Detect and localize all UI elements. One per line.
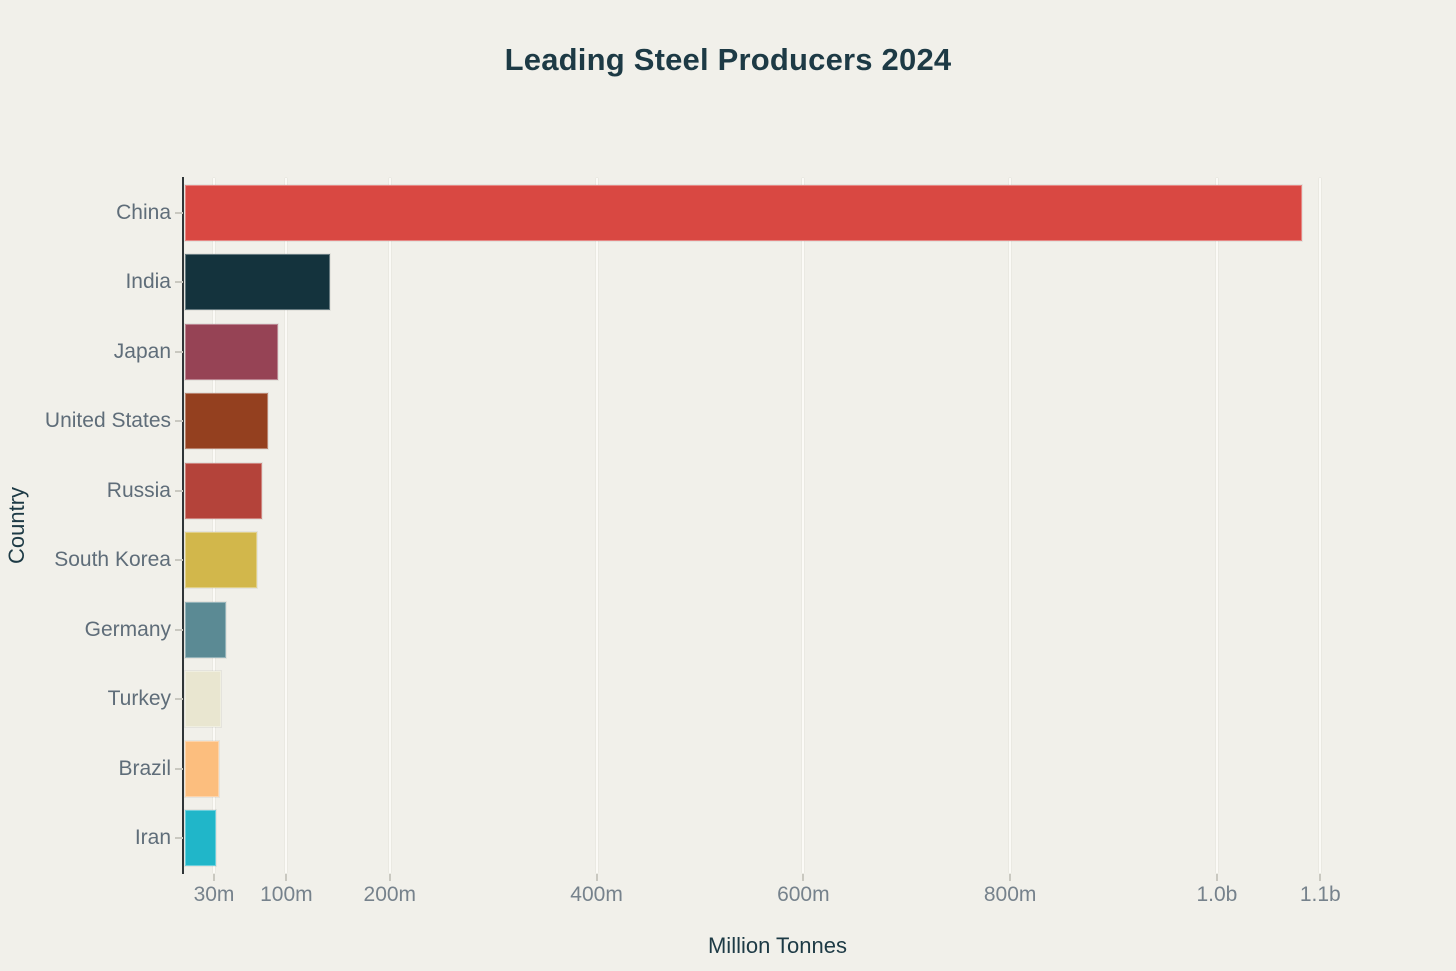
gridline-200m bbox=[388, 178, 391, 873]
y-label-brazil: Brazil bbox=[118, 756, 171, 780]
y-tick-germany bbox=[175, 628, 183, 631]
gridline-1-0b bbox=[1215, 178, 1218, 873]
y-label-south-korea: South Korea bbox=[54, 548, 171, 572]
x-tick-label-800m: 800m bbox=[983, 883, 1037, 906]
gridline-600m bbox=[802, 178, 805, 873]
bar-brazil bbox=[185, 740, 220, 797]
y-label-turkey: Turkey bbox=[107, 687, 171, 711]
x-tick-label-200m: 200m bbox=[363, 883, 417, 906]
y-tick-brazil bbox=[175, 767, 183, 770]
y-tick-japan bbox=[175, 350, 183, 353]
gridline-400m bbox=[595, 178, 598, 873]
chart-title: Leading Steel Producers 2024 bbox=[504, 42, 952, 77]
x-tick-600m bbox=[802, 874, 805, 881]
x-tick-200m bbox=[388, 874, 391, 881]
gridline-100m bbox=[285, 178, 288, 873]
y-label-india: India bbox=[125, 270, 171, 294]
y-tick-south-korea bbox=[175, 559, 183, 562]
y-axis-line bbox=[182, 177, 184, 874]
x-tick-400m bbox=[595, 874, 598, 881]
x-tick-1-0b bbox=[1215, 874, 1218, 881]
x-tick-label-100m: 100m bbox=[260, 883, 313, 906]
gridline-1-1b bbox=[1319, 178, 1322, 873]
y-label-china: China bbox=[116, 200, 171, 224]
y-label-russia: Russia bbox=[106, 478, 171, 502]
plot-area bbox=[183, 178, 1372, 873]
x-tick-label-600m: 600m bbox=[777, 883, 830, 906]
bar-india bbox=[185, 254, 330, 311]
y-tick-china bbox=[175, 211, 183, 214]
y-label-germany: Germany bbox=[84, 617, 171, 641]
y-tick-russia bbox=[175, 489, 183, 492]
y-tick-united-states bbox=[175, 420, 183, 423]
x-axis-title: Million Tonnes bbox=[707, 933, 847, 958]
x-tick-100m bbox=[285, 874, 288, 881]
gridline-800m bbox=[1009, 178, 1012, 873]
x-tick-label-400m: 400m bbox=[570, 883, 623, 906]
bar-united-states bbox=[185, 393, 268, 450]
bar-russia bbox=[185, 462, 262, 519]
y-label-japan: Japan bbox=[113, 339, 171, 363]
bar-turkey bbox=[185, 671, 222, 728]
x-tick-label-1-0b: 1.0b bbox=[1196, 883, 1238, 906]
y-label-united-states: United States bbox=[44, 409, 171, 433]
y-tick-iran bbox=[175, 837, 183, 840]
y-tick-india bbox=[175, 281, 183, 284]
bar-china bbox=[185, 184, 1302, 241]
gridline-30m bbox=[213, 178, 216, 873]
y-label-iran: Iran bbox=[134, 826, 171, 850]
y-tick-turkey bbox=[175, 698, 183, 701]
x-tick-30m bbox=[213, 874, 216, 881]
bar-iran bbox=[185, 810, 217, 867]
x-tick-label-30m: 30m bbox=[193, 883, 235, 906]
bar-japan bbox=[185, 323, 279, 380]
bar-germany bbox=[185, 601, 227, 658]
x-tick-label-1-1b: 1.1b bbox=[1299, 883, 1341, 906]
x-tick-1-1b bbox=[1319, 874, 1322, 881]
x-tick-800m bbox=[1009, 874, 1012, 881]
bar-south-korea bbox=[185, 532, 258, 589]
